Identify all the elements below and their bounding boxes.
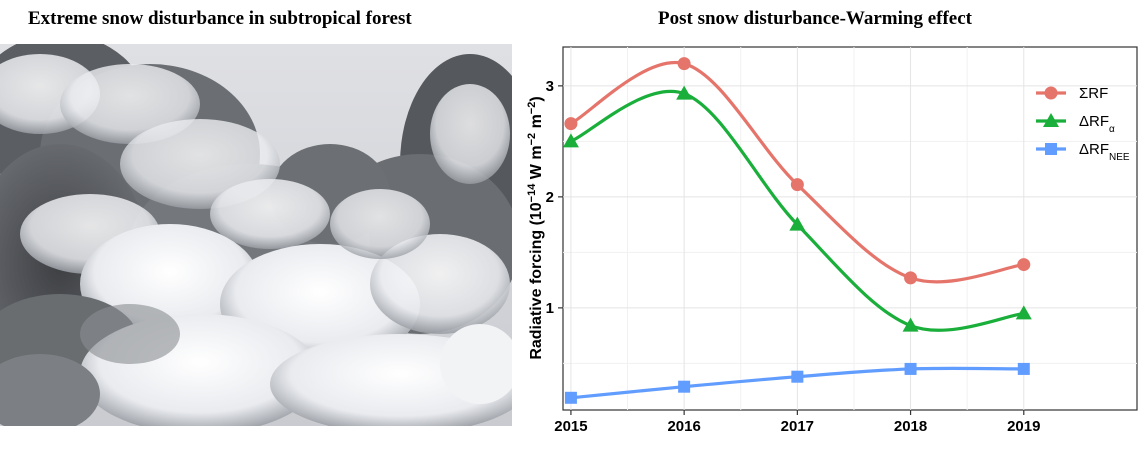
y-tick-label: 2 [546, 189, 554, 206]
radiative-forcing-chart: 2015 2016 2017 2018 2019 1 2 3 ΣRF ΔRFα ΔRFNEE Ra… [526, 46, 1138, 435]
snow-forest-photo [0, 44, 512, 426]
photo-title: Extreme snow disturbance in subtropical … [28, 8, 412, 29]
legend-label: ΣRF [1079, 85, 1108, 102]
data-point [789, 216, 806, 231]
data-point [564, 391, 577, 404]
axes: 2015 2016 2017 2018 2019 1 2 3 [546, 78, 1041, 435]
legend-label: ΔRFα [1079, 113, 1115, 135]
data-point [790, 178, 804, 192]
data-point [564, 117, 578, 131]
legend-key-marker [1045, 143, 1057, 155]
legend-key-marker [1043, 113, 1059, 127]
data-point [678, 380, 691, 393]
legend: ΣRF ΔRFα ΔRFNEE [1036, 85, 1130, 163]
data-point [1015, 305, 1032, 320]
x-tick-label: 2017 [781, 418, 814, 435]
photo-texture [0, 44, 512, 426]
data-point [791, 370, 804, 383]
legend-key-marker [1044, 86, 1058, 100]
data-point [1017, 362, 1030, 375]
data-point [562, 133, 579, 148]
x-tick-label: 2016 [667, 418, 700, 435]
y-tick-label: 3 [546, 78, 554, 95]
y-axis-label: Radiative forcing (10−14 W m−2 m−2) [526, 96, 545, 359]
data-point [1017, 258, 1031, 272]
x-tick-label: 2019 [1007, 418, 1040, 435]
data-point [677, 57, 691, 71]
y-tick-label: 1 [546, 300, 554, 317]
legend-label: ΔRFNEE [1079, 141, 1130, 163]
data-point [676, 85, 693, 100]
series-points [562, 57, 1032, 404]
grid [563, 47, 1137, 410]
data-point [902, 317, 919, 332]
x-tick-label: 2018 [894, 418, 927, 435]
chart-title: Post snow disturbance-Warming effect [658, 8, 972, 29]
data-point [904, 362, 917, 375]
x-tick-label: 2015 [554, 418, 587, 435]
plot-panel [562, 46, 1138, 411]
data-point [904, 271, 918, 285]
